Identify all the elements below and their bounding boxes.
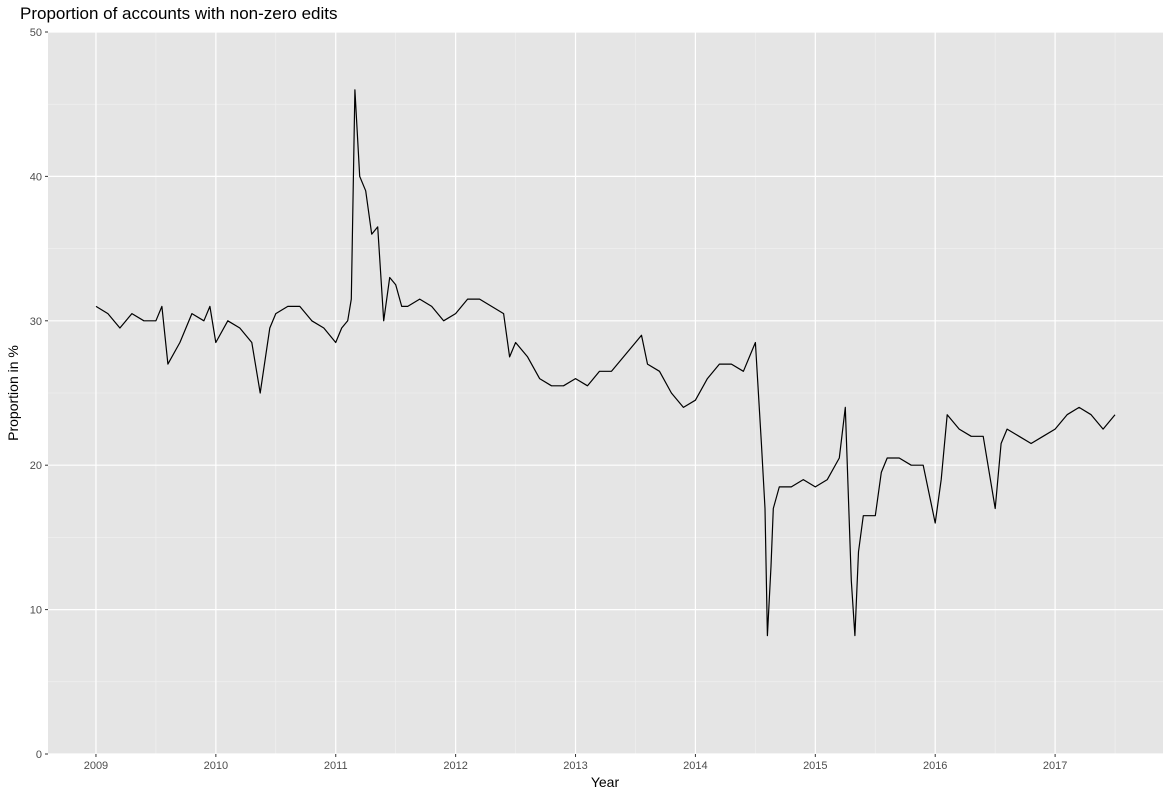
x-tick-label: 2012 [443,760,467,772]
x-tick-label: 2015 [803,760,827,772]
x-tick-label: 2014 [683,760,707,772]
x-axis-title: Year [591,774,620,790]
y-tick-label: 20 [30,460,42,472]
x-tick-label: 2017 [1043,760,1067,772]
x-tick-label: 2010 [204,760,228,772]
x-tick-label: 2009 [84,760,108,772]
major-gridlines [48,31,1163,755]
series-layer [95,89,1116,637]
x-axis: 2009 2010 2011 2012 2013 2014 2015 2016 2017 [84,754,1067,772]
x-tick-label: 2016 [923,760,947,772]
minor-gridlines [48,32,1163,754]
y-tick-label: 0 [36,749,42,761]
y-tick-label: 50 [30,27,42,39]
chart-title: Proportion of accounts with non-zero edi… [20,4,338,23]
x-tick-label: 2013 [563,760,587,772]
y-tick-label: 10 [30,605,42,617]
y-tick-label: 30 [30,316,42,328]
y-tick-label: 40 [30,171,42,183]
y-axis: 0 10 20 30 40 50 [30,27,48,761]
y-axis-title: Proportion in % [5,345,21,441]
series-line-0 [95,89,1116,637]
x-tick-label: 2011 [324,760,348,772]
